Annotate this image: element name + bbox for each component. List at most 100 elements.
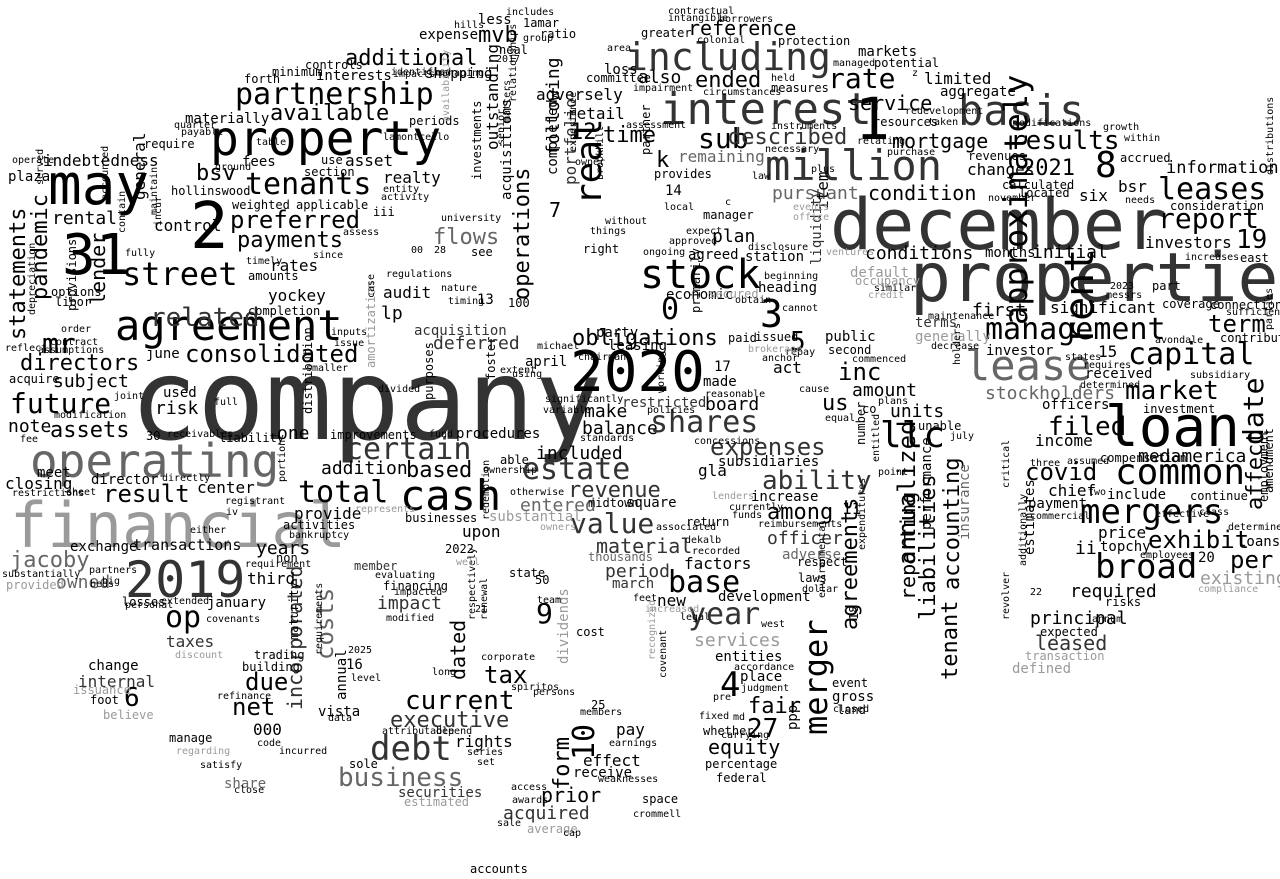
word-determine: determine [1228, 522, 1280, 533]
word-owned: owned [56, 572, 111, 593]
word-data: data [328, 713, 353, 724]
word-dekalb: dekalb [685, 535, 722, 546]
word-registrant: registrant [225, 496, 286, 507]
word-paid: paid [728, 331, 757, 345]
word-8: 8 [1095, 145, 1117, 186]
word-sale: sale [497, 818, 522, 829]
word-reimbursements: reimbursements [758, 519, 843, 530]
word-business: business [338, 763, 464, 793]
word-reflect: reflect [5, 343, 48, 354]
word-company: company [130, 336, 603, 466]
word-similar: similar [874, 283, 917, 294]
word-maturity: maturity [287, 582, 301, 640]
word-circumstances: circumstances [703, 87, 782, 98]
word-within: within [1124, 133, 1161, 144]
word-change: change [88, 658, 139, 674]
word-right: right [583, 242, 620, 256]
word-variable: variable [543, 405, 592, 416]
word-initial: initial [1032, 242, 1108, 263]
word-broad: broad [1095, 547, 1198, 587]
word-managed: managed [833, 58, 876, 69]
word-neal: neal [499, 43, 528, 57]
word-loss: loss [604, 62, 638, 78]
word-acquire: acquire [9, 372, 60, 386]
word-fund: fund [429, 429, 454, 440]
word-see: see [471, 245, 493, 259]
word-receivables: receivables [167, 429, 234, 440]
word-avondale: avondale [1155, 335, 1204, 346]
word-commenced: commenced [852, 354, 907, 365]
word-greater: greater [641, 26, 692, 40]
word-without: without [605, 216, 648, 227]
word-continue: continue [1190, 489, 1248, 503]
word-service: service [848, 91, 933, 115]
word-covenant: covenant [658, 629, 669, 678]
word-0: 0 [661, 292, 680, 327]
word-merger: merger [797, 619, 835, 735]
word-share: share [224, 776, 267, 792]
word-april: april [525, 354, 568, 370]
word-distributions: distributions [1265, 96, 1276, 175]
word-additionally: additionally [1018, 493, 1029, 566]
word-reporting: reporting [896, 491, 920, 600]
word-member: member [354, 559, 398, 573]
word-expense: expense [419, 27, 479, 43]
word-included: included [536, 443, 623, 464]
word-ppp: ppp [785, 704, 801, 730]
word-weaknesses: weaknesses [598, 774, 659, 785]
word-factors: factors [684, 554, 752, 573]
word-trading: trading [254, 648, 305, 662]
word-satisfy: satisfy [200, 760, 243, 771]
word-insurance: insurance [957, 464, 973, 540]
word-laws: laws [798, 571, 827, 585]
word-impacts: impacts [393, 69, 436, 80]
word-retail: retail [567, 104, 625, 123]
word-vista: vista [318, 704, 361, 720]
word-activities: activities [283, 518, 356, 532]
word-subject: subject [53, 371, 129, 392]
word-members: members [580, 707, 623, 718]
word-plaza: plaza [8, 169, 51, 185]
word-base: base [668, 565, 741, 600]
word-risks: risks [1105, 595, 1142, 609]
word-yockey: yockey [268, 286, 326, 305]
word-either: either [190, 525, 227, 536]
word-sub: sub [698, 122, 749, 155]
word-payments: payments [237, 228, 343, 253]
word-mr: mr [42, 327, 76, 360]
word-credit: credit [868, 290, 905, 301]
word-critical: critical [1001, 439, 1012, 488]
word-estate: estate [522, 452, 631, 487]
word-order: order [61, 324, 92, 335]
word-taxes: taxes [166, 632, 215, 651]
word-30: 30 [146, 429, 161, 443]
word-make: make [584, 401, 628, 422]
word-local: local [664, 202, 695, 213]
word-mvb: mvb [478, 23, 518, 48]
word-june: june [146, 346, 180, 362]
word-shopping: shopping [425, 66, 493, 82]
word-year: year [688, 597, 761, 632]
word-legal: legal [680, 612, 711, 623]
word-00: 00 [411, 245, 424, 256]
word-certain: certain [345, 432, 472, 467]
word-provide: provide [294, 504, 362, 523]
word-station: station [745, 249, 805, 265]
word-believe: believe [103, 708, 154, 722]
word-investment: investment [1143, 402, 1216, 416]
word-2019: 2019 [125, 551, 246, 609]
word-gross: gross [832, 689, 875, 705]
word-filed: filed [1048, 412, 1127, 442]
word-agreement: agreement [115, 301, 343, 350]
word-bankruptcy: bankruptcy [289, 530, 350, 541]
word-accounted: accounted [100, 145, 111, 200]
word-east: east [1240, 251, 1269, 265]
word-annum: annum [1092, 614, 1123, 625]
word-increases: increases [1185, 252, 1240, 263]
word-plan: plan [712, 226, 756, 247]
word-otherwise: otherwise [510, 487, 565, 498]
word-potential: potential [874, 56, 940, 70]
word-lenders: lenders [712, 491, 755, 502]
word-july: july [950, 431, 975, 442]
word-resources: resources [873, 115, 939, 129]
